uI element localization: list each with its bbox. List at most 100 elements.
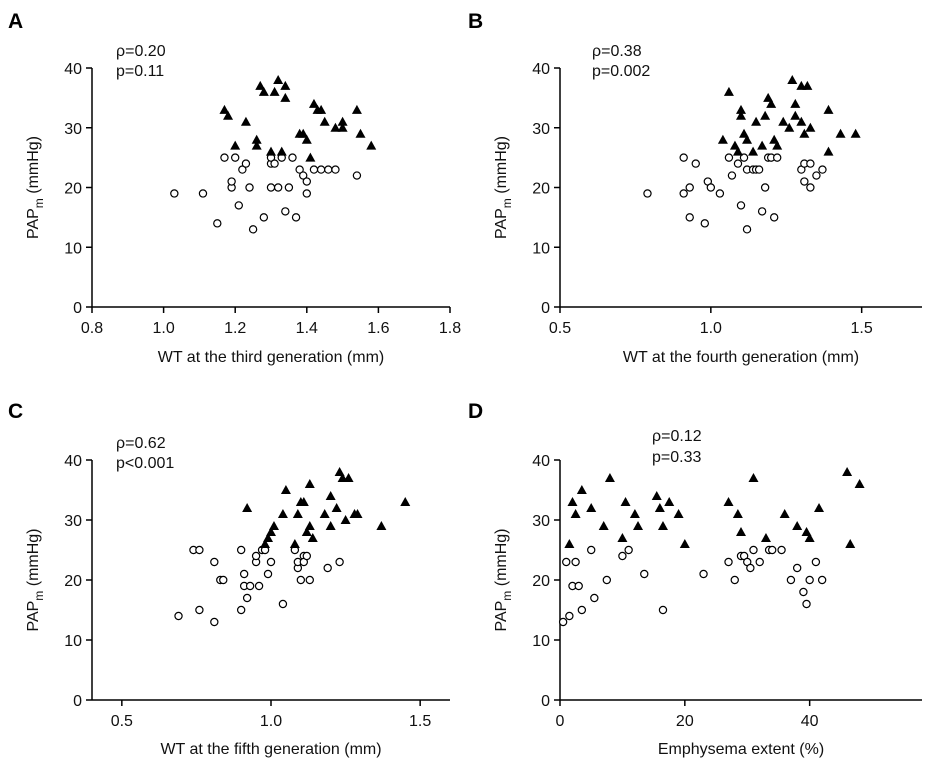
filled-triangle-point	[376, 521, 387, 530]
open-circle-point	[198, 189, 208, 198]
filled-triangle-point	[251, 134, 262, 144]
filled-triangle-point	[258, 86, 269, 96]
filled-triangle-point	[778, 116, 789, 126]
x-tick-label: 1.5	[851, 320, 873, 337]
panel-b: 0.5 1.0 1.5 0 10 20 30 40 WT at the fourth gener…	[468, 10, 922, 366]
open-circle-point	[643, 189, 652, 198]
open-circle-point	[234, 201, 243, 210]
p-value-annotation: p=0.11	[116, 63, 164, 80]
filled-triangle-point	[802, 80, 813, 90]
filled-triangle-point	[717, 134, 728, 144]
y-axis-title-subscript: m	[500, 198, 514, 208]
y-axis-title-subscript: m	[32, 591, 46, 601]
open-circle-point	[768, 545, 777, 555]
filled-triangle-point	[400, 497, 411, 506]
open-circle-point	[266, 557, 276, 567]
open-circle-point	[210, 617, 219, 627]
open-circle-point	[245, 183, 254, 192]
open-circle-point	[715, 189, 725, 198]
filled-triangle-point	[280, 80, 291, 90]
open-circle-point	[577, 605, 587, 615]
open-circle-point	[352, 171, 362, 180]
rho-annotation: ρ=0.38	[592, 43, 642, 60]
y-tick-label: 20	[532, 573, 550, 590]
open-circle-point	[755, 557, 764, 567]
filled-triangle-point	[823, 146, 834, 156]
filled-triangle-point	[240, 116, 251, 126]
x-axis-title: Emphysema extent (%)	[658, 741, 824, 758]
filled-triangle-point	[343, 473, 354, 482]
y-tick-label: 30	[532, 513, 550, 530]
filled-triangle-point	[736, 110, 746, 120]
panel-d: 0 20 40 0 10 20 30 40 Emphysema extent (%) PAPm (…	[468, 400, 922, 758]
open-circle-point	[685, 183, 694, 192]
open-circle-point	[640, 569, 649, 579]
filled-triangle-point	[337, 122, 348, 132]
open-circle-point	[699, 569, 708, 579]
y-tick-label: 0	[541, 693, 550, 710]
open-circle-point	[799, 587, 808, 597]
filled-triangle-point	[325, 521, 336, 530]
open-circle-point	[284, 183, 294, 192]
filled-triangle-point	[266, 146, 276, 156]
filled-triangle-point	[273, 74, 284, 84]
filled-triangle-point	[796, 116, 807, 126]
filled-triangle-point	[823, 104, 834, 114]
p-value-annotation: p<0.001	[116, 455, 174, 472]
filled-triangle-point	[316, 104, 327, 114]
open-circle-point	[245, 581, 255, 591]
filled-triangle-point	[842, 467, 853, 476]
filled-triangle-point	[242, 503, 253, 512]
filled-triangle-point	[340, 515, 351, 524]
filled-triangle-point	[854, 479, 865, 488]
y-tick-label: 0	[541, 300, 550, 317]
open-circle-point	[811, 557, 821, 567]
filled-triangle-point	[769, 134, 780, 144]
open-circle-point	[739, 153, 749, 162]
y-axis-title-main: PAP	[493, 601, 510, 632]
open-circle-point	[302, 177, 311, 186]
y-axis-title-subscript: m	[32, 198, 46, 208]
open-circle-point	[746, 563, 755, 573]
filled-triangle-point	[772, 140, 783, 150]
open-circle-point	[299, 171, 308, 180]
filled-triangle-point	[334, 467, 345, 476]
filled-triangle-point	[679, 539, 690, 548]
x-axis-title: WT at the fourth generation (mm)	[623, 349, 859, 366]
open-circle-point	[679, 189, 688, 198]
open-circle-point	[263, 569, 273, 579]
filled-triangle-point	[298, 128, 309, 138]
x-tick-label: 1.8	[439, 320, 461, 337]
filled-triangle-point	[760, 110, 771, 120]
filled-triangle-point	[292, 509, 303, 518]
open-circle-point	[817, 575, 827, 585]
p-value-annotation: p=0.33	[652, 449, 701, 466]
open-circle-point	[730, 575, 739, 585]
filled-triangle-point	[337, 116, 348, 126]
open-circle-point	[754, 165, 764, 174]
open-circle-point	[679, 153, 688, 162]
open-circle-point	[802, 599, 811, 609]
filled-triangle-point	[617, 533, 628, 542]
open-circle-point	[278, 599, 288, 609]
filled-triangle-point	[576, 485, 587, 494]
y-tick-label: 0	[73, 693, 82, 710]
filled-triangle-point	[799, 128, 810, 138]
y-tick-label: 20	[64, 181, 82, 198]
filled-triangle-point	[729, 140, 740, 150]
x-tick-label: 20	[676, 713, 694, 730]
open-circle-point	[706, 183, 716, 192]
y-tick-label: 10	[64, 240, 82, 257]
open-circle-point	[251, 551, 261, 561]
open-circle-point	[773, 153, 782, 162]
panel-c: 0.5 1.0 1.5 0 10 20 30 40 WT at the fifth genera…	[8, 400, 450, 758]
open-circle-point	[624, 545, 633, 555]
open-circle-point	[806, 159, 815, 168]
y-axis-title: PAPm (mmHg)	[493, 136, 514, 239]
filled-triangle-point	[260, 539, 271, 548]
filled-triangle-point	[620, 497, 631, 506]
filled-triangle-point	[255, 80, 266, 90]
panel-a: 0.8 1.0 1.2 1.4 1.6 1.8 0 10 20 30 40 WT at the thi…	[8, 10, 461, 366]
filled-triangle-point	[251, 140, 262, 150]
filled-triangle-point	[757, 140, 768, 150]
